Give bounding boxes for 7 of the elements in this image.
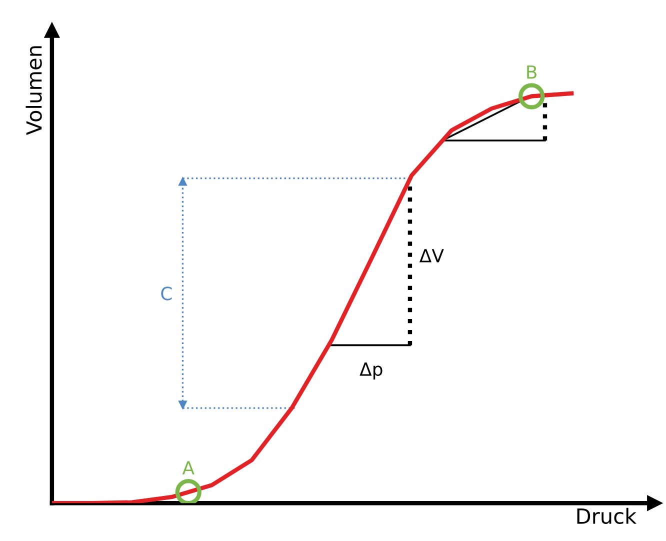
x-axis-title: Druck: [577, 508, 637, 524]
annotation: C: [161, 286, 172, 300]
annotation: ΔV: [419, 249, 444, 262]
y-axis-title: Volumen: [26, 46, 42, 136]
annotation: A: [182, 461, 194, 474]
annotation: B: [527, 65, 536, 79]
annotation: Δp: [360, 362, 382, 380]
